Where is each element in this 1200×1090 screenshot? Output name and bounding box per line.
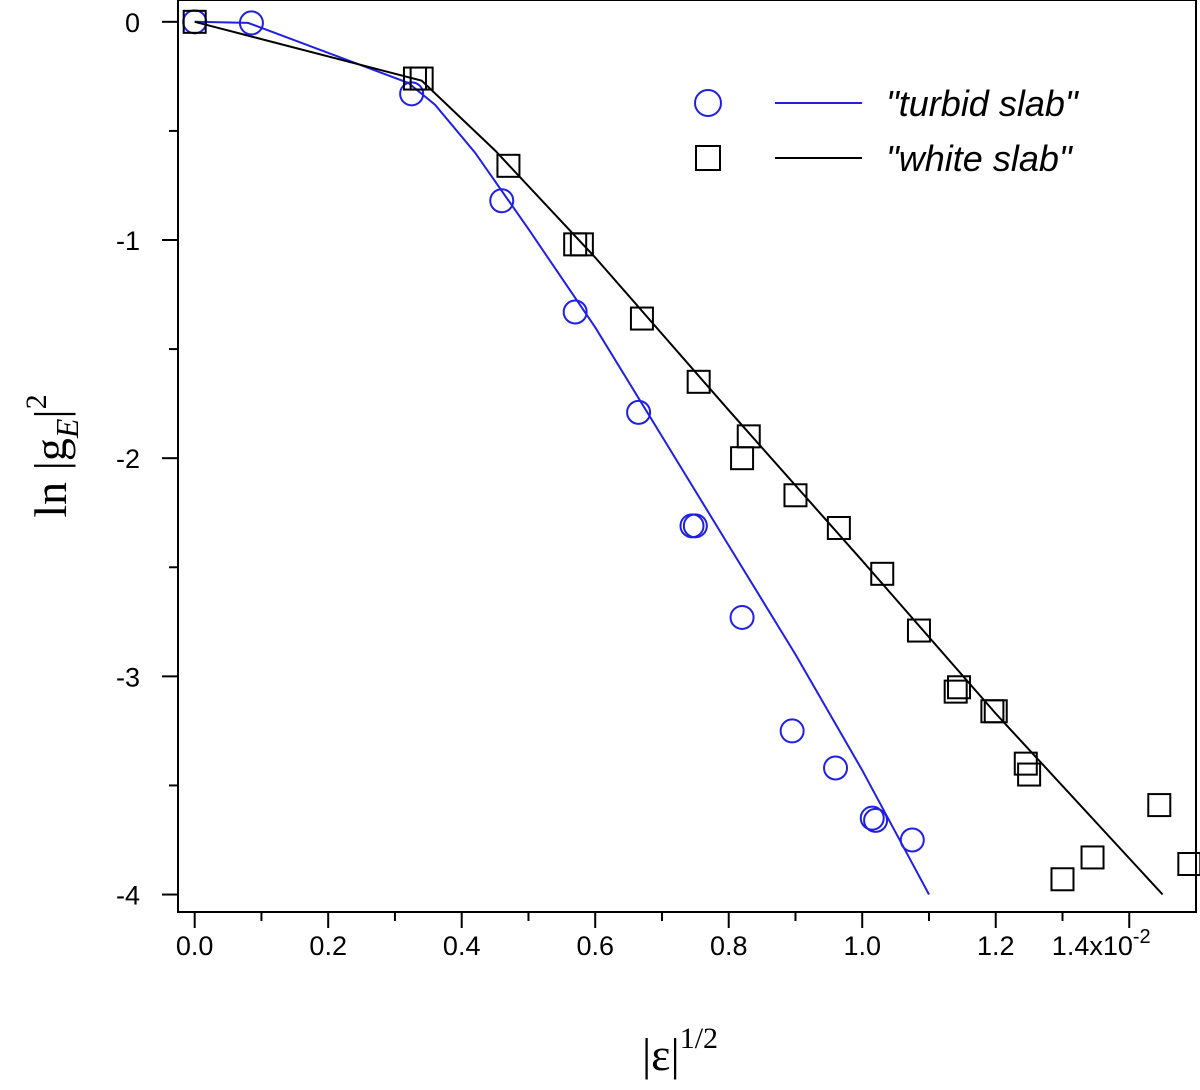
data-point-square (943, 679, 968, 704)
x-axis: 0.0 0.2 0.4 0.6 0.8 1.0 1.2 1.4x10-2 (176, 912, 1151, 961)
y-axis-label-prefix: ln |g (25, 438, 76, 518)
fit-line-series-0 (194, 20, 930, 895)
data-point-circle (779, 718, 805, 744)
x-tick-label-main: 0.6 (576, 931, 614, 961)
y-tick-label: -1 (116, 226, 140, 256)
x-tick-label: 0.0 (176, 931, 214, 961)
data-point-circle (729, 604, 755, 630)
data-point-circle (562, 299, 588, 325)
x-tick-label: 1.2 (977, 931, 1015, 961)
data-point-circle (238, 10, 264, 36)
data-point-circle (489, 188, 515, 214)
plot-frame (177, 0, 1197, 913)
data-point-square (1147, 793, 1172, 818)
x-tick-label-main: 1.4x10 (1052, 931, 1133, 961)
data-point-square (983, 699, 1008, 724)
data-point-square (1050, 867, 1075, 892)
legend-marker-circle (694, 89, 722, 117)
data-point-circle (682, 513, 708, 539)
x-tick-label: 1.0 (843, 931, 881, 961)
y-tick-label: -3 (116, 662, 140, 692)
y-tick-label: 0 (125, 8, 140, 38)
x-tick-label-exponent: -2 (1133, 926, 1151, 948)
x-tick-label: 0.2 (309, 931, 347, 961)
legend-marker-square (695, 145, 721, 171)
data-point-square (1177, 852, 1200, 876)
x-tick-label-main: 0.2 (309, 931, 347, 961)
data-point-square (409, 66, 434, 91)
data-point-square (629, 306, 654, 331)
y-tick-label: -4 (116, 881, 140, 911)
x-axis-label-base: |ε| (642, 1029, 680, 1080)
x-tick-label: 1.4x10-2 (1052, 926, 1151, 961)
data-point-circle (859, 805, 885, 831)
x-tick-label-main: 1.2 (977, 931, 1015, 961)
legend: "turbid slab" "white slab" (694, 83, 1080, 179)
data-point-circle (863, 807, 889, 833)
y-tick-label: -2 (116, 444, 140, 474)
legend-label: "white slab" (886, 138, 1074, 179)
data-point-circle (899, 827, 925, 853)
data-point-square (870, 561, 895, 586)
y-axis: 0 -1 -2 -3 -4 (116, 8, 178, 911)
data-point-square (783, 483, 808, 508)
y-axis-label-exponent: 2 (20, 394, 53, 409)
fit-line-series-1 (194, 20, 1164, 896)
data-point-square (686, 369, 711, 394)
data-point-square (906, 618, 931, 643)
x-tick-label-main: 0.8 (710, 931, 748, 961)
data-point-square (826, 516, 851, 540)
y-axis-label: ln |gE|2 (20, 394, 85, 517)
x-tick-label-main: 0.4 (443, 931, 481, 961)
data-point-square (736, 424, 761, 449)
data-point-square (569, 232, 594, 257)
y-axis-label-suffix: | (25, 409, 76, 418)
data-point-square (182, 9, 207, 34)
x-tick-label: 0.6 (576, 931, 614, 961)
x-tick-label-main: 1.0 (843, 931, 881, 961)
x-tick-label-main: 0.0 (176, 931, 214, 961)
data-point-circle (626, 399, 652, 425)
x-tick-label: 0.8 (710, 931, 748, 961)
x-axis-label-exponent: 1/2 (680, 1022, 718, 1055)
data-point-circle (823, 755, 849, 781)
x-axis-label: |ε|1/2 (642, 1022, 718, 1080)
x-tick-label: 0.4 (443, 931, 481, 961)
data-point-square (1017, 762, 1042, 787)
data-point-square (947, 675, 972, 700)
data-point-square (730, 446, 755, 471)
legend-label: "turbid slab" (886, 83, 1080, 124)
data-point-square (1080, 845, 1105, 870)
y-axis-label-subscript: E (49, 418, 85, 439)
fit-lines (194, 20, 1164, 896)
data-point-square (496, 153, 521, 178)
markers (182, 9, 1200, 892)
